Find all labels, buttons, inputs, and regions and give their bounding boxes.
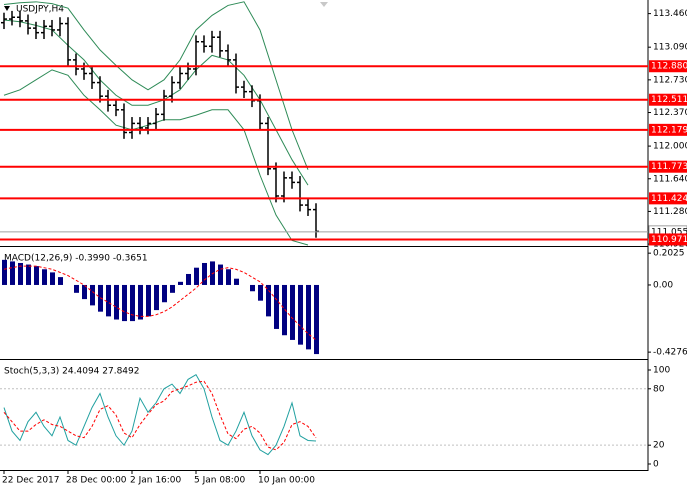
level-label: 110.971 bbox=[651, 235, 687, 245]
macd-bar bbox=[114, 284, 119, 320]
macd-bar bbox=[234, 278, 239, 285]
indicator-title: Stoch(5,3,3) 24.4094 27.8492 bbox=[4, 367, 139, 377]
macd-bar bbox=[42, 269, 47, 285]
macd-bar bbox=[34, 266, 39, 285]
y-tick-label: 112.000 bbox=[653, 142, 687, 152]
macd-bar bbox=[274, 284, 279, 329]
macd-bar bbox=[10, 261, 15, 285]
stoch-signal bbox=[3, 380, 317, 451]
macd-bar bbox=[298, 284, 303, 345]
macd-bar bbox=[18, 262, 23, 285]
x-tick-label: 28 Dec 00:00 bbox=[66, 476, 127, 486]
macd-bar bbox=[130, 284, 135, 322]
scroll-icon[interactable] bbox=[320, 2, 328, 7]
bollinger-band bbox=[3, 1, 309, 170]
y-tick-label: 80 bbox=[653, 384, 665, 394]
level-label-box bbox=[649, 233, 687, 246]
macd-bar bbox=[170, 284, 175, 293]
level-label: 112.179 bbox=[651, 125, 687, 135]
level-label: 112.880 bbox=[651, 62, 687, 72]
level-label-box bbox=[649, 160, 687, 173]
y-tick-label: 112.370 bbox=[653, 108, 687, 118]
macd-bar bbox=[250, 284, 255, 292]
macd-bar bbox=[266, 284, 271, 317]
macd-bar bbox=[162, 284, 167, 303]
level-label-box bbox=[649, 123, 687, 136]
macd-bar bbox=[306, 284, 311, 350]
macd-bar bbox=[290, 284, 295, 340]
x-tick-label: 22 Dec 2017 bbox=[2, 476, 60, 486]
bollinger-band bbox=[3, 19, 309, 186]
macd-bar bbox=[202, 262, 207, 285]
macd-bar bbox=[26, 264, 31, 285]
level-label: 111.424 bbox=[651, 194, 687, 204]
macd-bar bbox=[194, 267, 199, 285]
macd-bar bbox=[186, 273, 191, 285]
y-tick-label: 113.090 bbox=[653, 43, 687, 53]
macd-bar bbox=[2, 259, 7, 285]
current-price-label: 111.055 bbox=[651, 227, 687, 237]
y-tick-label: 0 bbox=[653, 459, 659, 469]
macd-bar bbox=[122, 284, 127, 322]
stoch-main bbox=[3, 374, 317, 456]
macd-bar bbox=[154, 284, 159, 311]
y-tick-label: 0.00 bbox=[653, 280, 673, 290]
y-tick-label: 111.640 bbox=[653, 174, 687, 184]
y-tick-label: 112.730 bbox=[653, 75, 687, 85]
macd-bar bbox=[58, 277, 63, 285]
macd-signal bbox=[3, 265, 317, 341]
y-tick-label: 100 bbox=[653, 365, 670, 375]
macd-bar bbox=[138, 284, 143, 320]
x-tick-label: 5 Jan 08:00 bbox=[194, 476, 246, 486]
macd-bar bbox=[218, 264, 223, 285]
macd-bar bbox=[226, 269, 231, 285]
indicator-title: MACD(12,26,9) -0.3990 -0.3651 bbox=[4, 254, 148, 264]
chart-title: USDJPY,H4 bbox=[16, 5, 64, 15]
y-tick-label: 20 bbox=[653, 441, 665, 451]
level-label-box bbox=[649, 93, 687, 106]
level-label-box bbox=[649, 60, 687, 73]
level-label-box bbox=[649, 192, 687, 205]
macd-bar bbox=[282, 284, 287, 336]
x-tick-label: 10 Jan 00:00 bbox=[258, 476, 315, 486]
y-tick-label: 0.2025 bbox=[653, 249, 685, 259]
macd-bar bbox=[74, 284, 79, 293]
symbol-menu-icon[interactable] bbox=[4, 6, 10, 11]
macd-bar bbox=[146, 284, 151, 317]
macd-bar bbox=[90, 284, 95, 306]
level-label: 111.773 bbox=[651, 162, 687, 172]
macd-bar bbox=[106, 284, 111, 317]
y-tick-label: 111.280 bbox=[653, 207, 687, 217]
macd-bar bbox=[50, 272, 55, 285]
y-tick-label: -0.4276 bbox=[653, 348, 687, 358]
x-tick-label: 2 Jan 16:00 bbox=[130, 476, 182, 486]
level-label: 112.511 bbox=[651, 95, 687, 105]
macd-bar bbox=[178, 281, 183, 285]
macd-bar bbox=[82, 284, 87, 300]
macd-bar bbox=[258, 284, 263, 301]
macd-bar bbox=[314, 284, 319, 355]
y-tick-label: 113.460 bbox=[653, 9, 687, 19]
